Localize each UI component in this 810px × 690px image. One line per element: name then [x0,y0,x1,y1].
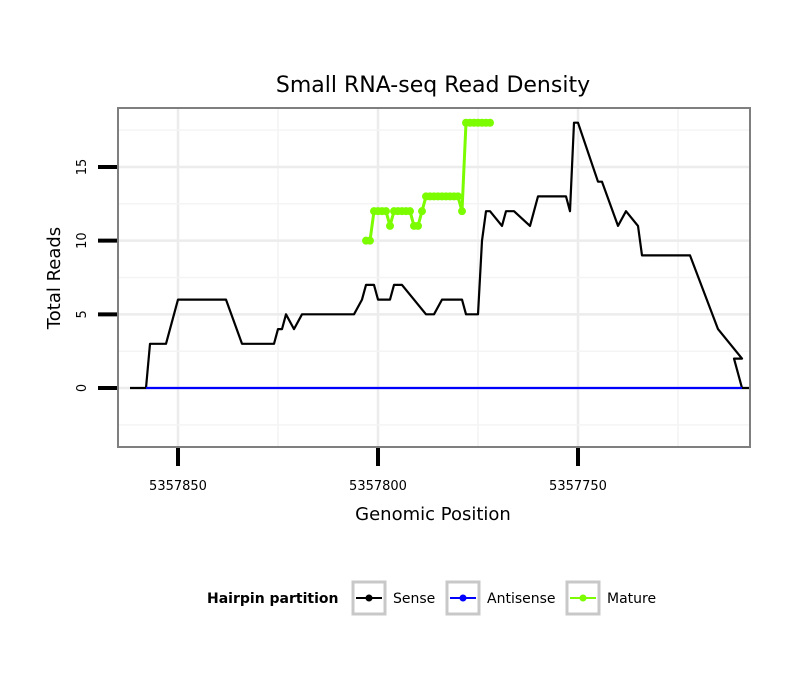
legend-label-mature: Mature [607,591,656,607]
legend-key-point-sense [365,594,373,602]
sense-series-line [130,121,750,390]
x-tick-label: 5357750 [549,479,607,494]
y-tick-label: 5 [75,310,90,318]
legend: Hairpin partition Sense Antisense Mature [207,580,656,616]
y-tick-label: 15 [75,159,90,176]
y-tick-label: 0 [75,384,90,392]
x-tick-label: 5357800 [349,479,407,494]
y-tick-label: 10 [75,232,90,249]
legend-key-point-mature [579,594,587,602]
mature-point [454,192,462,201]
y-axis-ticks: 0 5 10 15 [75,159,117,392]
x-tick-label: 5357850 [149,479,207,494]
mature-point [382,207,390,216]
legend-label-antisense: Antisense [487,591,556,607]
mature-point [458,207,466,216]
mature-point [386,221,394,230]
x-axis-label: Genomic Position [355,504,511,525]
legend-title: Hairpin partition [207,591,338,607]
mature-point [414,221,422,230]
mature-point [486,118,494,127]
chart-title: Small RNA-seq Read Density [276,73,590,98]
mature-point [406,207,414,216]
plot-panel-border [117,107,751,448]
legend-key-point-antisense [459,594,467,602]
series-layer [130,118,750,390]
y-axis-label: Total Reads [44,227,65,330]
legend-label-sense: Sense [393,591,435,607]
mature-line-segment [368,210,376,241]
mature-point [418,207,426,216]
mature-point [366,236,374,245]
mature-line-segment [460,122,468,212]
x-axis-ticks: 5357850 5357800 5357750 [149,448,607,494]
